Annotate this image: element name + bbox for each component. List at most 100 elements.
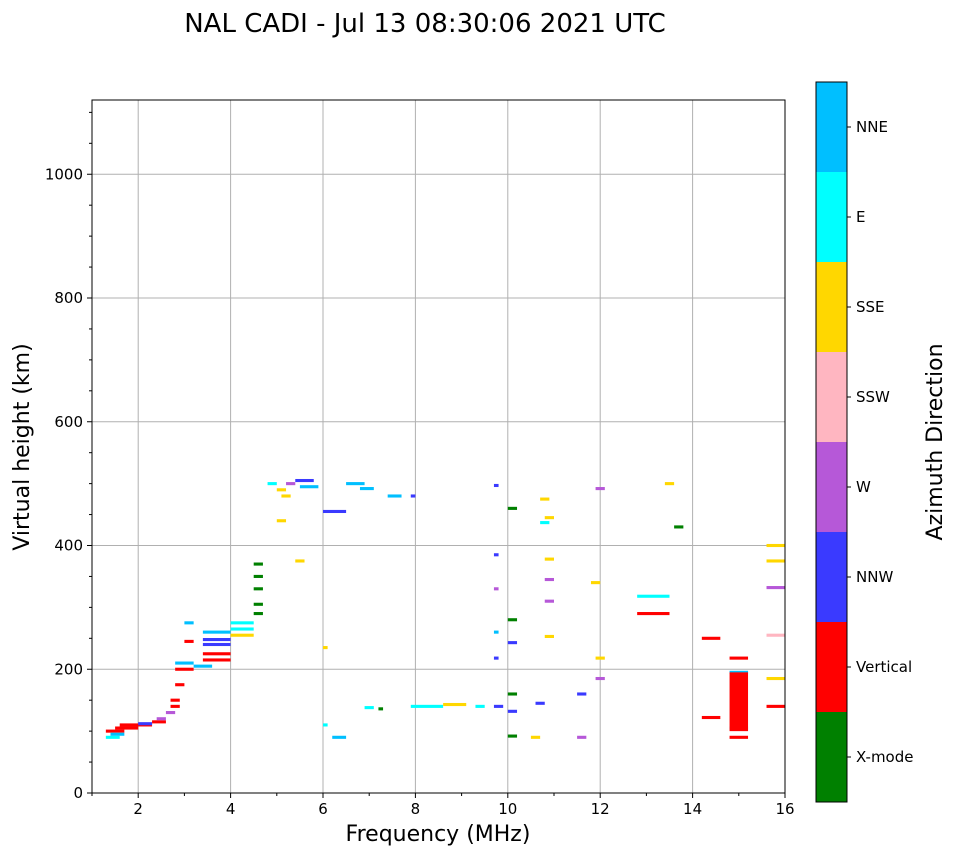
echo-trace	[664, 482, 675, 486]
echo-trace	[507, 709, 518, 713]
echo-trace	[577, 735, 587, 739]
echo-trace	[175, 667, 194, 671]
echo-trace	[364, 706, 374, 710]
echo-trace	[577, 692, 587, 696]
echo-trace	[110, 732, 125, 736]
colorbar-segment	[816, 352, 847, 442]
echo-trace	[637, 594, 670, 598]
echo-trace	[493, 704, 504, 708]
colorbar-tick-label: SSE	[856, 298, 885, 316]
colorbar-segment	[816, 82, 847, 172]
echo-trace	[507, 692, 518, 696]
echo-trace	[410, 704, 444, 708]
colorbar-tick-label: W	[856, 478, 871, 496]
echo-trace	[443, 702, 467, 707]
echo-trace	[119, 723, 153, 727]
echo-trace	[544, 634, 554, 639]
echo-trace	[138, 722, 153, 726]
echo-trace	[295, 478, 314, 483]
echo-trace	[544, 599, 554, 603]
echo-trace	[590, 581, 601, 585]
echo-trace	[286, 482, 296, 486]
echo-trace	[267, 482, 277, 486]
echo-trace	[674, 525, 684, 529]
echo-trace	[766, 559, 785, 563]
echo-trace	[507, 641, 518, 645]
echo-trace	[230, 633, 254, 637]
echo-trace	[507, 506, 518, 510]
echo-trace	[544, 577, 554, 582]
echo-trace	[170, 704, 180, 708]
colorbar-tick-label: E	[856, 208, 865, 226]
echo-trace	[766, 676, 785, 681]
echo-trace	[530, 735, 541, 739]
echo-trace	[410, 494, 416, 498]
echo-trace	[701, 715, 721, 720]
echo-trace	[276, 488, 287, 492]
echo-trace	[323, 509, 347, 514]
x-tick-label: 16	[775, 800, 794, 818]
colorbar-tick-label: X-mode	[856, 748, 913, 766]
colorbar-label: Azimuth Direction	[923, 343, 948, 540]
echo-trace	[729, 656, 749, 660]
x-axis: 2 4 6 8 10 12 14 16	[91, 793, 795, 818]
echo-trace	[766, 586, 785, 590]
echo-trace	[332, 735, 347, 739]
colorbar-segment	[816, 622, 847, 712]
x-tick-label: 2	[133, 800, 143, 818]
colorbar-segment	[816, 712, 847, 802]
echo-trace	[230, 627, 254, 631]
echo-trace	[540, 497, 550, 501]
echo-trace	[493, 553, 499, 557]
colorbar-tick-label: Vertical	[856, 658, 912, 676]
echo-trace	[152, 720, 166, 724]
echo-trace	[323, 723, 328, 727]
echo-trace	[202, 638, 231, 642]
colorbar: X-mode Vertical NNW W SSW SSE E NNE	[815, 81, 913, 803]
echo-trace	[507, 734, 518, 738]
echo-trace	[184, 621, 194, 625]
echo-trace	[295, 559, 305, 563]
echo-trace	[378, 707, 384, 711]
echo-trace	[535, 701, 545, 705]
echo-trace	[165, 711, 176, 715]
echo-trace	[595, 487, 605, 491]
echo-traces	[105, 478, 785, 739]
echo-trace	[766, 704, 785, 708]
echo-trace	[105, 729, 125, 733]
y-tick-label: 0	[73, 784, 83, 802]
echo-trace	[253, 612, 263, 616]
y-axis: 0 200 400 600 800 1000	[45, 111, 92, 802]
echo-trace	[493, 630, 499, 634]
colorbar-tick-label: SSW	[856, 388, 890, 406]
x-tick-label: 14	[683, 800, 702, 818]
echo-block	[729, 672, 749, 732]
echo-trace	[202, 642, 231, 647]
echo-trace	[276, 519, 287, 523]
echo-trace	[175, 661, 194, 665]
echo-trace	[281, 494, 291, 498]
echo-trace	[540, 521, 550, 525]
y-tick-label: 400	[54, 537, 83, 555]
echo-trace	[346, 482, 365, 486]
echo-trace	[475, 704, 485, 708]
echo-trace	[507, 618, 518, 622]
echo-trace	[184, 639, 194, 643]
echo-trace	[170, 698, 180, 702]
echo-trace	[493, 587, 499, 591]
y-tick-label: 200	[54, 660, 83, 678]
echo-trace	[156, 717, 166, 721]
echo-trace	[387, 494, 402, 498]
x-tick-label: 10	[498, 800, 517, 818]
x-tick-label: 12	[591, 800, 610, 818]
echo-trace	[766, 633, 785, 637]
colorbar-frame	[815, 81, 848, 803]
echo-trace	[253, 574, 263, 578]
echo-trace	[701, 636, 721, 640]
echo-trace	[359, 487, 374, 491]
chart-title: NAL CADI - Jul 13 08:30:06 2021 UTC	[184, 9, 666, 39]
echo-trace	[175, 683, 185, 687]
echo-trace	[193, 664, 213, 668]
echo-trace	[637, 612, 670, 616]
